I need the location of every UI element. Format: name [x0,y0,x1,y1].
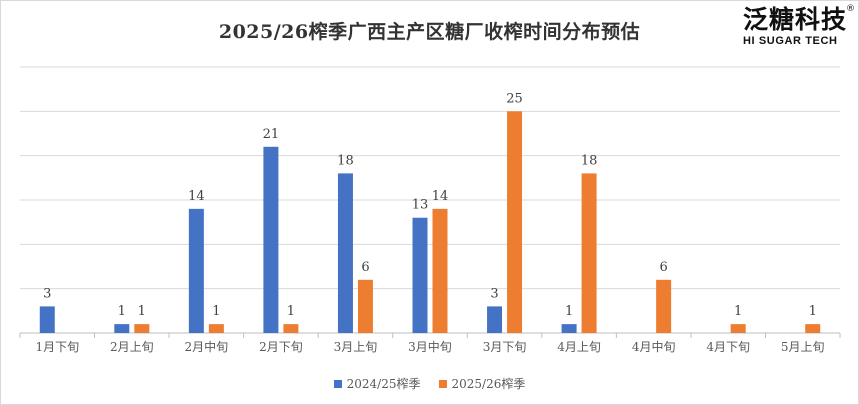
legend-item-series-2: 2025/26榨季 [438,375,526,392]
legend-item-series-1: 2024/25榨季 [333,375,421,392]
x-tick-label: 4月上旬 [557,340,601,354]
x-tick-label: 1月下旬 [35,340,79,354]
data-label: 3 [43,286,51,301]
legend-swatch-series-2 [438,379,447,388]
data-label: 1 [287,304,295,319]
brand-logo: 泛糖科技 HI SUGAR TECH ® [742,4,855,48]
data-label: 1 [118,304,126,319]
x-tick-label: 2月下旬 [259,340,303,354]
x-tick-label: 3月中旬 [408,339,452,354]
legend-label-series-2: 2025/26榨季 [451,377,526,391]
logo-chinese-text: 泛糖科技 [742,5,847,34]
data-label: 25 [506,91,523,106]
bar-series-2 [581,173,597,333]
bar-series-1 [487,306,503,333]
bar-series-2 [507,111,523,333]
x-tick-label: 4月下旬 [706,340,750,354]
bar-series-1 [188,208,204,333]
bar-series-1 [114,324,130,333]
data-label: 1 [565,304,573,319]
bar-series-2 [432,208,448,333]
x-tick-label: 5月上旬 [781,340,825,354]
bar-series-2 [208,324,224,333]
registered-mark: ® [846,4,855,14]
bar-series-1 [337,173,353,333]
data-label: 6 [361,260,369,275]
data-label: 3 [490,286,498,301]
bar-series-2 [730,324,746,333]
bar-series-1 [263,146,279,333]
data-label: 14 [188,189,205,204]
chart-legend: 2024/25榨季 2025/26榨季 [0,375,859,392]
data-label: 1 [138,304,146,319]
data-label: 6 [659,260,667,275]
logo-english-text: HI SUGAR TECH [742,35,838,47]
bar-series-2 [283,324,299,333]
data-label: 18 [581,153,598,168]
data-label: 14 [432,189,449,204]
data-label: 1 [212,304,220,319]
bar-series-1 [39,306,55,333]
data-label: 1 [809,304,817,319]
x-tick-label: 3月下旬 [483,340,527,354]
legend-label-series-1: 2024/25榨季 [346,377,421,391]
data-label: 1 [734,304,742,319]
bar-series-2 [134,324,150,333]
data-label: 13 [412,198,429,213]
bar-series-2 [805,324,821,333]
bar-series-2 [357,279,373,333]
x-tick-label: 2月中旬 [185,339,229,354]
bar-series-1 [412,217,428,333]
bar-series-1 [561,324,577,333]
data-label: 21 [263,127,280,142]
x-tick-label: 2月上旬 [110,340,154,354]
bar-series-2 [656,279,672,333]
x-tick-label: 4月中旬 [632,339,676,354]
x-tick-label: 3月上旬 [334,340,378,354]
data-label: 18 [337,153,354,168]
legend-swatch-series-1 [333,379,342,388]
chart-title: 2025/26榨季广西主产区糖厂收榨时间分布预估 [218,21,641,43]
